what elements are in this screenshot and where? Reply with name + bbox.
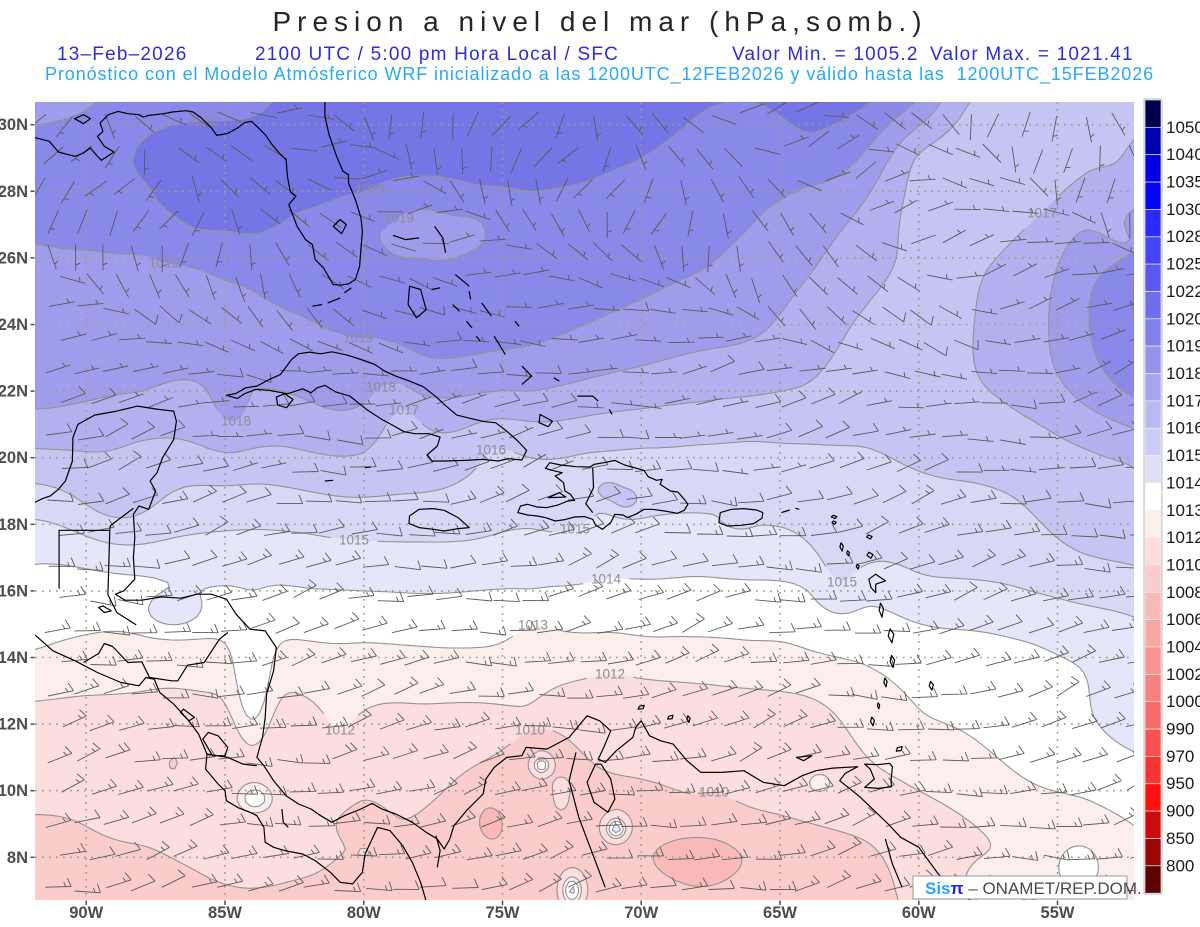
svg-text:1012: 1012 [325, 723, 355, 738]
svg-text:1015: 1015 [339, 533, 369, 548]
svg-text:1019: 1019 [384, 211, 414, 226]
svg-text:1020: 1020 [1166, 309, 1200, 328]
svg-text:85W: 85W [208, 904, 242, 922]
svg-text:800: 800 [1166, 856, 1194, 875]
svg-text:1014: 1014 [1166, 473, 1200, 492]
svg-text:1002: 1002 [1166, 665, 1200, 684]
svg-text:1025: 1025 [1166, 255, 1200, 274]
svg-text:1012: 1012 [1166, 528, 1200, 547]
svg-text:1010: 1010 [1166, 556, 1200, 575]
svg-text:1019: 1019 [1166, 337, 1200, 356]
svg-text:1016: 1016 [476, 443, 506, 458]
svg-text:1018: 1018 [221, 414, 251, 429]
svg-text:1013: 1013 [1166, 501, 1200, 520]
svg-text:18N: 18N [0, 516, 28, 534]
svg-text:1013: 1013 [518, 618, 548, 633]
svg-text:900: 900 [1166, 802, 1194, 821]
svg-text:90W: 90W [69, 904, 103, 922]
svg-text:Sisπ – ONAMET/REP.DOM.: Sisπ – ONAMET/REP.DOM. [925, 879, 1142, 898]
svg-text:1018: 1018 [366, 380, 396, 395]
svg-text:1012: 1012 [595, 667, 625, 682]
svg-text:1006: 1006 [1166, 610, 1200, 629]
svg-text:1020: 1020 [355, 182, 385, 197]
svg-text:850: 850 [1166, 829, 1194, 848]
svg-text:1022: 1022 [1166, 282, 1200, 301]
svg-text:1017: 1017 [1027, 206, 1057, 221]
svg-text:990: 990 [1166, 720, 1194, 739]
svg-text:970: 970 [1166, 747, 1194, 766]
svg-text:10N: 10N [0, 782, 28, 800]
svg-text:16N: 16N [0, 582, 28, 600]
svg-text:1019: 1019 [343, 331, 373, 346]
svg-text:12N: 12N [0, 716, 28, 734]
svg-text:1015: 1015 [1166, 446, 1200, 465]
svg-text:30N: 30N [0, 116, 28, 134]
svg-text:60W: 60W [902, 904, 936, 922]
svg-text:1014: 1014 [591, 572, 622, 587]
svg-text:1015: 1015 [827, 575, 857, 590]
svg-text:80W: 80W [347, 904, 381, 922]
svg-text:1019: 1019 [149, 256, 179, 271]
svg-text:14N: 14N [0, 649, 28, 667]
svg-text:1016: 1016 [1166, 419, 1200, 438]
svg-text:28N: 28N [0, 183, 28, 201]
svg-text:1018: 1018 [1166, 364, 1200, 383]
svg-text:55W: 55W [1041, 904, 1075, 922]
svg-text:1000: 1000 [1166, 692, 1200, 711]
svg-text:1017: 1017 [1166, 391, 1200, 410]
svg-text:1017: 1017 [389, 403, 419, 418]
svg-text:75W: 75W [486, 904, 520, 922]
svg-text:65W: 65W [763, 904, 797, 922]
svg-text:26N: 26N [0, 249, 28, 267]
svg-text:24N: 24N [0, 316, 28, 334]
svg-text:950: 950 [1166, 774, 1194, 793]
svg-text:70W: 70W [624, 904, 658, 922]
svg-text:1030: 1030 [1166, 200, 1200, 219]
svg-text:1050: 1050 [1166, 118, 1200, 137]
svg-text:1004: 1004 [1166, 638, 1200, 657]
svg-text:1028: 1028 [1166, 227, 1200, 246]
svg-text:1015: 1015 [560, 522, 590, 537]
svg-text:1035: 1035 [1166, 173, 1200, 192]
svg-text:1008: 1008 [1166, 583, 1200, 602]
svg-text:1010: 1010 [699, 785, 729, 800]
svg-text:22N: 22N [0, 383, 28, 401]
svg-text:20N: 20N [0, 449, 28, 467]
svg-text:8N: 8N [7, 849, 28, 867]
svg-text:1040: 1040 [1166, 145, 1200, 164]
